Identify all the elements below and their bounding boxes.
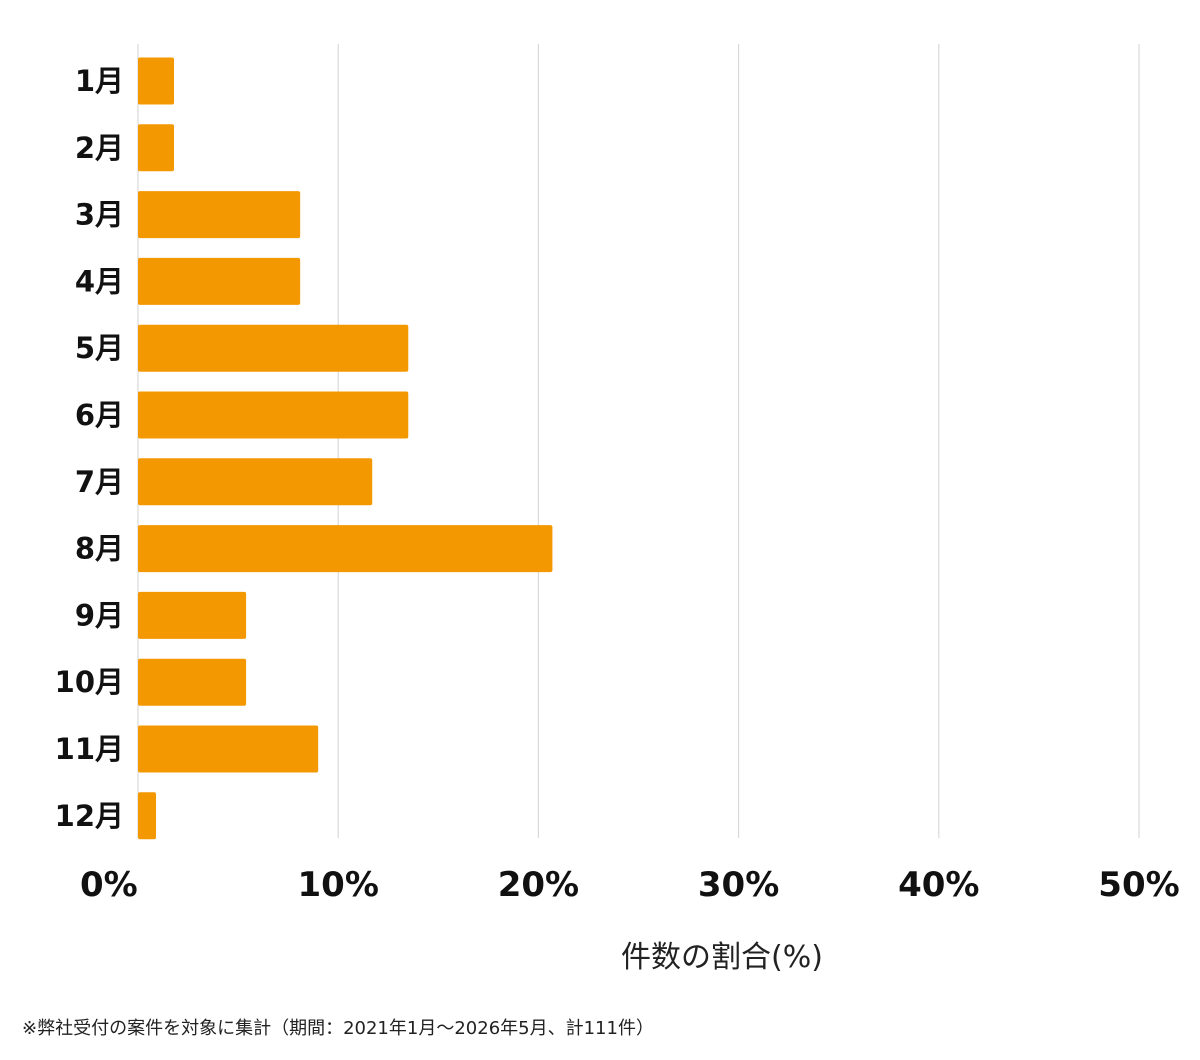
bar (138, 591, 247, 639)
bar (138, 525, 553, 573)
bar (138, 792, 157, 840)
grid-lines (137, 44, 1140, 838)
category-label: 11月 (55, 732, 124, 766)
x-tick-label: 50% (1098, 865, 1179, 905)
category-label: 7月 (75, 465, 124, 499)
category-label: 4月 (75, 264, 124, 298)
category-label: 12月 (55, 799, 124, 833)
bar (138, 725, 319, 773)
category-label: 2月 (75, 131, 124, 165)
x-tick-label: 10% (298, 865, 379, 905)
category-label: 6月 (75, 398, 124, 432)
category-label: 5月 (75, 331, 124, 365)
bar (138, 324, 409, 372)
category-label: 9月 (75, 598, 124, 632)
bar (138, 658, 247, 706)
category-label: 10月 (55, 665, 124, 699)
category-label: 3月 (75, 198, 124, 232)
category-label: 8月 (75, 532, 124, 566)
category-label: 1月 (75, 64, 124, 98)
x-axis-title: 件数の割合(%) (621, 940, 823, 975)
x-tick-label: 20% (498, 865, 579, 905)
x-tick-labels: 0% 10% 20% 30% 40% 50% (80, 865, 1180, 905)
bar (138, 57, 175, 105)
category-labels: 1月 2月 3月 4月 5月 6月 7月 8月 9月 10月 11月 12月 (55, 64, 124, 833)
footnote: ※弊社受付の案件を対象に集計（期間：2021年1月〜2026年5月、計111件） (22, 1018, 654, 1039)
x-tick-label: 0% (80, 865, 138, 905)
x-tick-label: 30% (698, 865, 779, 905)
bars (138, 57, 553, 840)
bar (138, 257, 301, 305)
bar (138, 391, 409, 439)
bar (138, 124, 175, 172)
bar (138, 458, 373, 506)
x-tick-label: 40% (898, 865, 979, 905)
bar (138, 191, 301, 239)
